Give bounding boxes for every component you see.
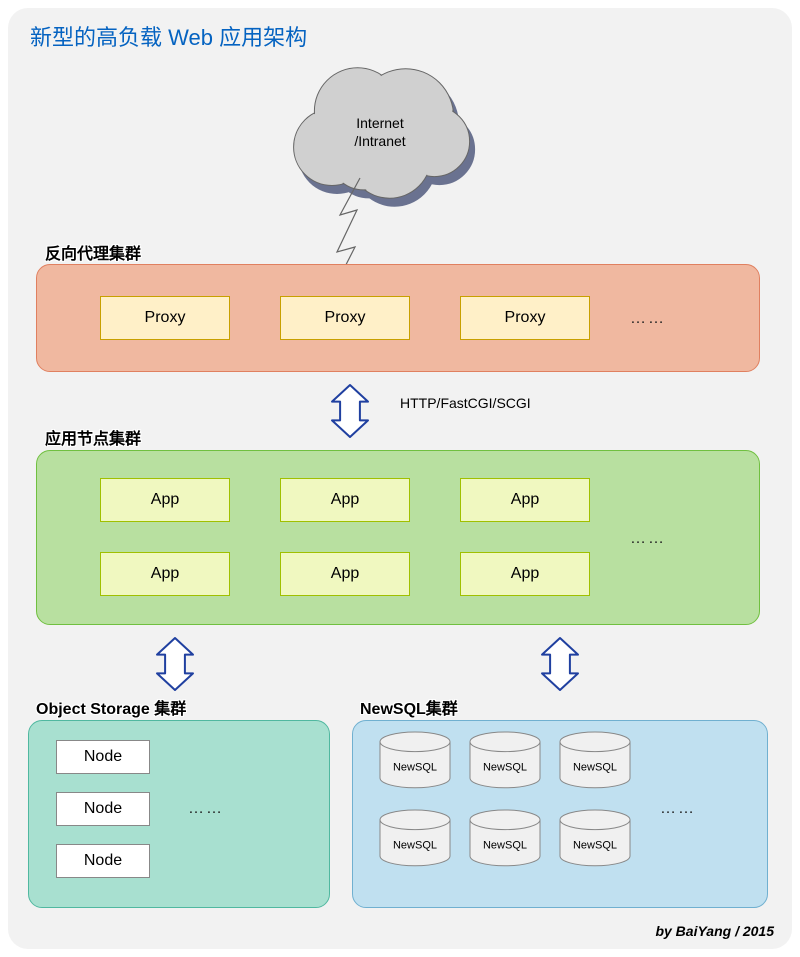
double-arrow-app-storage	[157, 638, 193, 690]
arrows-layer: HTTP/FastCGI/SCGI	[0, 0, 800, 957]
diagram-canvas: 新型的高负载 Web 应用架构 Internet/Intranet 反向代理集群…	[0, 0, 800, 957]
double-arrow-proxy-app	[332, 385, 368, 437]
arrow-label-proxy-app: HTTP/FastCGI/SCGI	[400, 395, 531, 411]
double-arrow-app-newsql	[542, 638, 578, 690]
credit-text: by BaiYang / 2015	[655, 923, 774, 939]
